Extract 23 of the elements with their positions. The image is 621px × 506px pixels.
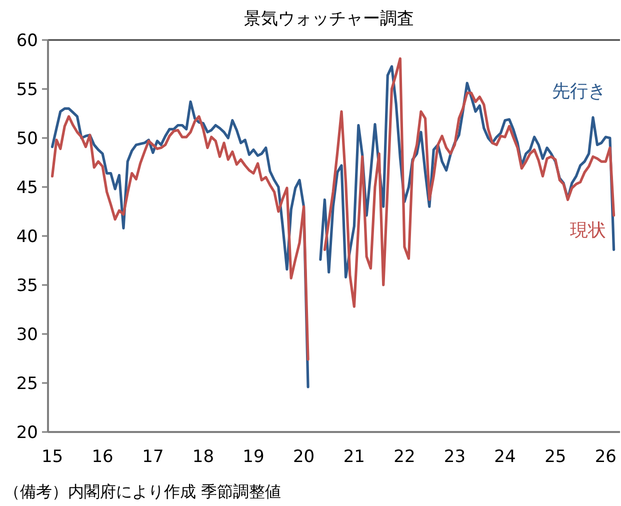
x-tick-label: 23 (444, 447, 466, 467)
x-tick-label: 25 (544, 447, 566, 467)
x-tick-label: 24 (494, 447, 516, 467)
y-tick-label: 30 (16, 325, 38, 345)
y-tick-label: 35 (16, 276, 38, 296)
y-tick-label: 55 (16, 80, 38, 100)
x-tick-label: 19 (242, 447, 264, 467)
x-tick-label: 26 (594, 447, 616, 467)
x-tick-label: 22 (394, 447, 416, 467)
x-tick-label: 21 (343, 447, 365, 467)
y-tick-label: 60 (16, 31, 38, 51)
x-tick-label: 16 (92, 447, 114, 467)
annotation: （備考）内閣府により作成 季節調整値 (4, 482, 282, 501)
y-tick-label: 40 (16, 227, 38, 247)
y-tick-label: 25 (16, 374, 38, 394)
x-tick-label: 17 (142, 447, 164, 467)
x-tick-label: 20 (292, 447, 315, 467)
x-tick-label: 18 (192, 447, 214, 467)
y-tick-label: 50 (16, 129, 38, 149)
title: 景気ウォッチャー調査 (244, 9, 414, 29)
y-tick-label: 45 (16, 178, 38, 198)
x-tick-label: 15 (41, 447, 64, 467)
y-tick-label: 20 (16, 423, 38, 443)
